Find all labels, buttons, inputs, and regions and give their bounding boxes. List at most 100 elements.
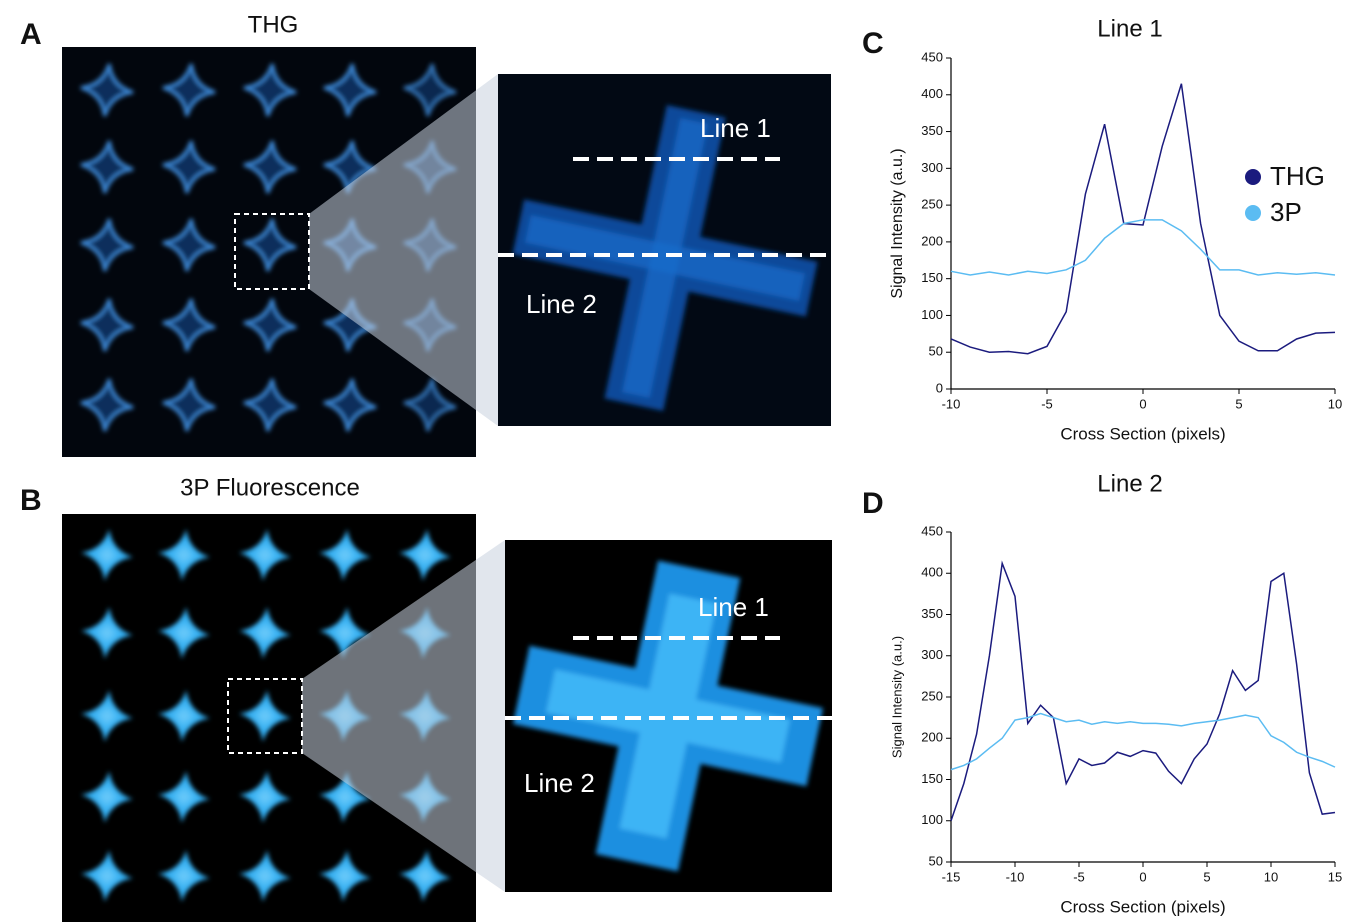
x-tick-label: -5	[1041, 396, 1053, 411]
x-axis-label: Cross Section (pixels)	[1060, 424, 1225, 443]
zoom-connector	[309, 74, 498, 426]
cross	[243, 63, 297, 117]
zoom-connector	[302, 540, 505, 892]
x-tick-label: 5	[1203, 869, 1210, 884]
x-tick-label: 0	[1139, 869, 1146, 884]
cross	[80, 63, 134, 117]
cross	[243, 140, 297, 194]
panel-letter: A	[20, 18, 42, 51]
panel-letter: B	[20, 484, 42, 517]
cross	[170, 862, 198, 890]
series-line	[950, 712, 1336, 771]
cross	[403, 63, 457, 117]
cross	[331, 783, 359, 811]
cross	[251, 702, 279, 730]
cross	[170, 702, 198, 730]
y-tick-label: 300	[921, 647, 943, 662]
y-tick-label: 400	[921, 565, 943, 580]
cross	[411, 862, 439, 890]
y-tick-label: 50	[929, 344, 943, 359]
y-tick-label: 200	[921, 233, 943, 248]
line-label: Line 2	[524, 768, 595, 798]
cross	[80, 218, 134, 272]
y-tick-label: 400	[921, 86, 943, 101]
y-tick-label: 150	[921, 771, 943, 786]
x-tick-label: 10	[1264, 869, 1278, 884]
legend-label: THG	[1270, 161, 1325, 191]
y-tick-label: 0	[936, 380, 943, 395]
cross	[170, 541, 198, 569]
cross	[162, 140, 216, 194]
cross	[93, 619, 121, 647]
y-tick-label: 300	[921, 160, 943, 175]
cross	[162, 218, 216, 272]
cross	[243, 218, 297, 272]
cross	[93, 783, 121, 811]
zoom-box	[227, 678, 303, 754]
x-tick-label: -10	[1006, 869, 1025, 884]
x-tick-label: 5	[1235, 396, 1242, 411]
panel-letter: C	[862, 27, 884, 60]
line-label: Line 1	[698, 592, 769, 622]
y-tick-label: 350	[921, 123, 943, 138]
y-tick-label: 100	[921, 307, 943, 322]
cross	[93, 702, 121, 730]
x-tick-label: -15	[942, 869, 961, 884]
series-line	[950, 83, 1336, 355]
cross	[243, 378, 297, 432]
cross	[331, 541, 359, 569]
y-axis-label: Signal Intensity (a.u.)	[889, 148, 906, 298]
series-line	[950, 219, 1336, 276]
x-tick-label: -5	[1073, 869, 1085, 884]
legend-marker	[1245, 205, 1261, 221]
cross-grid	[80, 63, 457, 432]
cross	[80, 378, 134, 432]
line-label: Line 1	[700, 113, 771, 143]
legend-label: 3P	[1270, 197, 1302, 227]
series-line	[950, 560, 1336, 821]
zoom-box	[234, 213, 310, 290]
x-tick-label: 0	[1139, 396, 1146, 411]
cross	[162, 378, 216, 432]
x-axis-label: Cross Section (pixels)	[1060, 897, 1225, 916]
y-tick-label: 350	[921, 606, 943, 621]
y-tick-label: 250	[921, 197, 943, 212]
line-label: Line 2	[526, 289, 597, 319]
legend-marker	[1245, 169, 1261, 185]
y-tick-label: 450	[921, 49, 943, 64]
chart-title: Line 2	[1097, 470, 1162, 497]
cross	[80, 140, 134, 194]
y-tick-label: 200	[921, 730, 943, 745]
cross	[251, 619, 279, 647]
cross	[403, 378, 457, 432]
y-tick-label: 50	[929, 853, 943, 868]
y-tick-label: 250	[921, 688, 943, 703]
y-tick-label: 100	[921, 812, 943, 827]
cross	[251, 862, 279, 890]
cross	[243, 298, 297, 352]
cross	[331, 862, 359, 890]
chart-title: Line 1	[1097, 15, 1162, 42]
cross	[93, 862, 121, 890]
cross	[323, 63, 377, 117]
cross	[162, 298, 216, 352]
x-tick-label: 10	[1328, 396, 1342, 411]
cross	[323, 378, 377, 432]
cross	[170, 783, 198, 811]
y-axis-label: Signal Intensity (a.u.)	[889, 636, 904, 758]
cross	[411, 541, 439, 569]
cross	[251, 783, 279, 811]
cross	[251, 541, 279, 569]
x-tick-label: 15	[1328, 869, 1342, 884]
panel-title: 3P Fluorescence	[180, 474, 360, 501]
panel-title: THG	[248, 11, 299, 38]
panel-letter: D	[862, 487, 884, 520]
y-tick-label: 150	[921, 270, 943, 285]
cross	[80, 298, 134, 352]
cross	[93, 541, 121, 569]
zoom-cross	[512, 105, 818, 411]
cross	[331, 619, 359, 647]
cross	[162, 63, 216, 117]
y-tick-label: 450	[921, 523, 943, 538]
